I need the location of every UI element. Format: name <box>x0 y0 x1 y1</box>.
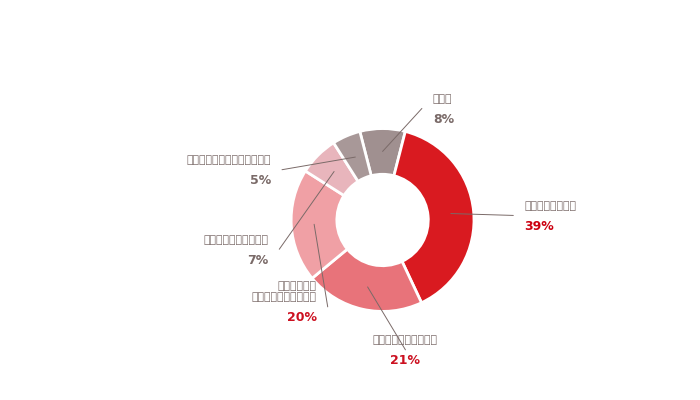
Text: 21%: 21% <box>391 354 421 367</box>
Text: 社内設備、フロア案内が明確: 社内設備、フロア案内が明確 <box>186 155 271 165</box>
Text: 20%: 20% <box>287 312 316 324</box>
Wedge shape <box>334 132 371 182</box>
Text: 電話対応ルールが明確: 電話対応ルールが明確 <box>203 235 268 245</box>
Text: 仕事に関する
資料が整理されている: 仕事に関する 資料が整理されている <box>252 281 316 302</box>
Text: 社内ルールが明確: 社内ルールが明確 <box>524 201 576 211</box>
Text: 39%: 39% <box>524 220 554 233</box>
Text: 7%: 7% <box>247 254 268 267</box>
Wedge shape <box>305 143 358 196</box>
Wedge shape <box>360 128 405 176</box>
Text: 働きやすいと感じる環境: 働きやすいと感じる環境 <box>258 36 365 52</box>
Wedge shape <box>291 171 347 278</box>
Text: 座席表・組織図が明確: 座席表・組織図が明確 <box>373 335 438 345</box>
Wedge shape <box>394 132 474 303</box>
Text: その他: その他 <box>433 94 452 104</box>
Text: 5%: 5% <box>250 174 271 187</box>
Text: 8%: 8% <box>433 113 454 126</box>
Wedge shape <box>312 249 421 312</box>
